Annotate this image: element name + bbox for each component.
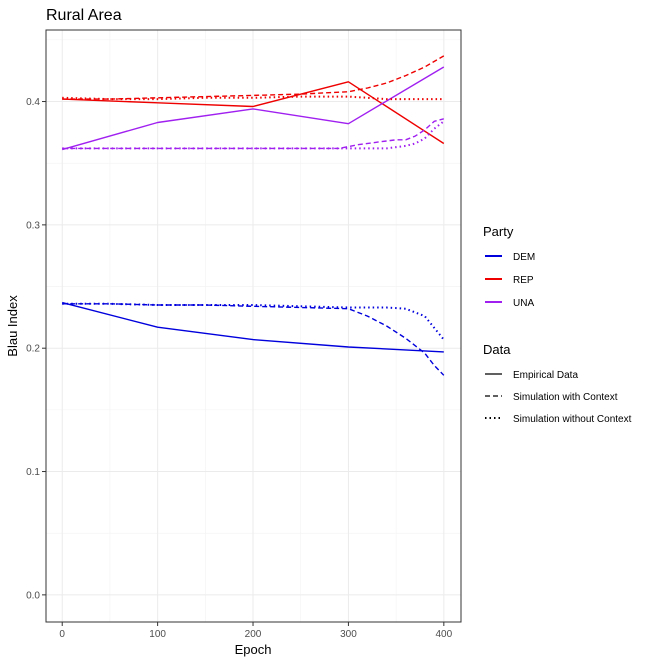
x-tick-label: 100: [149, 629, 166, 640]
series-line-una-solid: [62, 66, 445, 151]
y-tick-label: 0.2: [26, 344, 40, 355]
legend-label-una: UNA: [513, 298, 534, 309]
series-line-rep-solid: [62, 81, 445, 145]
y-tick-label: 0.4: [26, 97, 40, 108]
series-line-una-dashed: [62, 118, 444, 150]
legend-label-solid: Empirical Data: [513, 370, 578, 381]
y-tick-label: 0.1: [26, 467, 40, 478]
x-tick-label: 300: [340, 629, 357, 640]
series-line-dem-solid: [62, 301, 444, 353]
x-tick-label: 400: [435, 629, 452, 640]
legend-title-data: Data: [483, 342, 511, 357]
legend-data-items: Empirical Data Simulation with Context Sim…: [485, 370, 632, 425]
grid-major: [46, 30, 461, 622]
y-axis-title: Blau Index: [5, 295, 20, 357]
y-tick-label: 0.0: [26, 590, 40, 601]
legend: Party DEM REP UNA Data Empirical Data Simul…: [483, 224, 632, 425]
y-axis: 0.0 0.1 0.2 0.3 0.4: [26, 97, 46, 601]
x-tick-label: 200: [245, 629, 262, 640]
chart-title: Rural Area: [46, 7, 122, 24]
legend-label-rep: REP: [513, 275, 534, 286]
legend-label-dashed: Simulation with Context: [513, 392, 618, 403]
x-axis-title: Epoch: [235, 642, 272, 657]
legend-title-party: Party: [483, 224, 514, 239]
legend-label-dotted: Simulation without Context: [513, 414, 632, 425]
x-axis: 0 100 200 300 400: [59, 622, 453, 640]
legend-party-items: DEM REP UNA: [485, 252, 535, 309]
y-tick-label: 0.3: [26, 220, 40, 231]
x-tick-label: 0: [59, 629, 65, 640]
series-line-dem-dotted: [62, 302, 445, 341]
series-line-rep-dotted: [62, 95, 444, 101]
series-layer: [62, 55, 445, 376]
legend-label-dem: DEM: [513, 252, 535, 263]
